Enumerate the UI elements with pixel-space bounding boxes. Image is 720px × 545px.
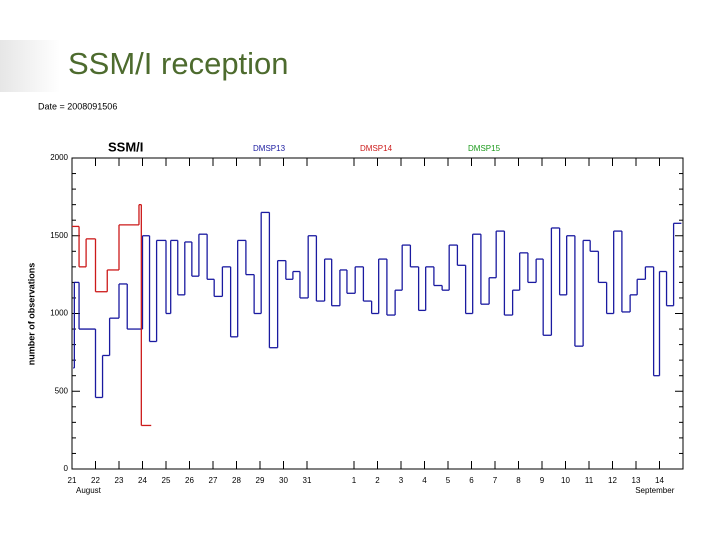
- x-tick-label: 28: [232, 476, 241, 485]
- legend-label: DMSP14: [360, 144, 393, 153]
- legend-label: DMSP13: [253, 144, 286, 153]
- x-tick-label: 29: [256, 476, 265, 485]
- x-group-label: September: [635, 486, 674, 495]
- x-tick-label: 6: [469, 476, 474, 485]
- y-tick-label: 1000: [50, 309, 68, 318]
- x-tick-label: 31: [303, 476, 312, 485]
- chart-title: SSM/I: [108, 139, 143, 154]
- y-tick-label: 2000: [50, 153, 68, 162]
- x-tick-label: 24: [138, 476, 147, 485]
- legend-label: DMSP15: [468, 144, 501, 153]
- x-tick-label: 25: [162, 476, 171, 485]
- x-tick-label: 2: [375, 476, 380, 485]
- x-tick-label: 13: [632, 476, 641, 485]
- x-tick-label: 30: [279, 476, 288, 485]
- x-tick-label: 23: [115, 476, 124, 485]
- x-tick-label: 4: [422, 476, 427, 485]
- x-tick-label: 22: [91, 476, 100, 485]
- x-tick-label: 8: [516, 476, 521, 485]
- x-tick-label: 9: [540, 476, 545, 485]
- x-group-label: August: [76, 486, 102, 495]
- x-tick-label: 14: [655, 476, 664, 485]
- x-tick-label: 1: [352, 476, 357, 485]
- title-decoration: [0, 40, 60, 92]
- y-tick-label: 500: [55, 386, 69, 395]
- y-axis-label: number of observations: [26, 263, 36, 366]
- x-tick-label: 7: [493, 476, 498, 485]
- x-tick-label: 11: [585, 476, 594, 485]
- x-tick-label: 21: [68, 476, 77, 485]
- x-tick-label: 12: [608, 476, 617, 485]
- y-tick-label: 1500: [50, 231, 68, 240]
- date-label: Date = 2008091506: [38, 101, 117, 111]
- x-tick-label: 26: [185, 476, 194, 485]
- x-tick-label: 27: [209, 476, 218, 485]
- slide-title: SSM/I reception: [68, 46, 289, 81]
- x-tick-label: 3: [399, 476, 404, 485]
- x-tick-label: 5: [446, 476, 451, 485]
- x-tick-label: 10: [561, 476, 570, 485]
- y-tick-label: 0: [64, 464, 69, 473]
